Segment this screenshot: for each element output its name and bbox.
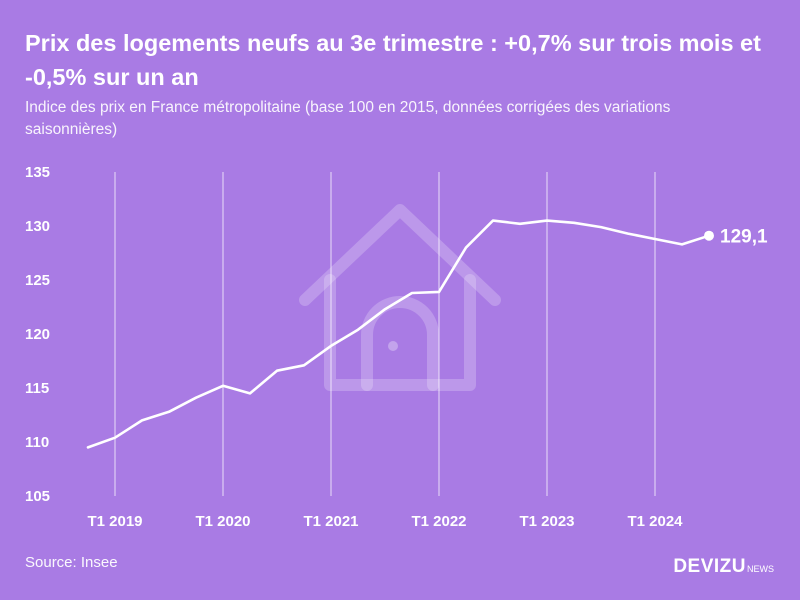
series: 129,1 xyxy=(86,219,768,449)
x-axis: T1 2019 T1 2020 T1 2021 T1 2022 T1 2023 T1 20… xyxy=(87,513,683,530)
x-tick-label: T1 2019 xyxy=(87,513,142,530)
y-tick-label: 135 xyxy=(25,164,50,181)
series-line xyxy=(86,219,711,449)
x-tick-label: T1 2023 xyxy=(519,513,574,530)
chart-subtitle: Indice des prix en France métropolitaine… xyxy=(25,99,671,138)
end-point xyxy=(704,230,714,241)
chart-title: Prix des logements neufs au 3e trimestre… xyxy=(25,30,761,90)
y-tick-label: 105 xyxy=(25,488,50,505)
x-tick-label: T1 2021 xyxy=(303,513,358,530)
x-tick-label: T1 2022 xyxy=(411,513,466,530)
y-axis: 105 110 115 120 125 130 135 xyxy=(25,164,50,505)
x-tick-label: T1 2024 xyxy=(627,513,683,530)
y-tick-label: 110 xyxy=(25,434,49,451)
y-tick-label: 115 xyxy=(25,380,49,397)
source-note: Source: Insee xyxy=(25,554,118,571)
brand-logo: DEVIZUNEWS xyxy=(673,556,774,578)
y-tick-label: 125 xyxy=(25,272,50,289)
end-value-label: 129,1 xyxy=(720,227,768,248)
x-tick-label: T1 2020 xyxy=(195,513,250,530)
brand-name: DEVIZU xyxy=(673,556,746,577)
y-tick-label: 120 xyxy=(25,326,50,343)
house-icon xyxy=(299,204,501,391)
brand-suffix: NEWS xyxy=(747,564,774,574)
gridlines xyxy=(114,172,656,496)
y-tick-label: 130 xyxy=(25,218,50,235)
